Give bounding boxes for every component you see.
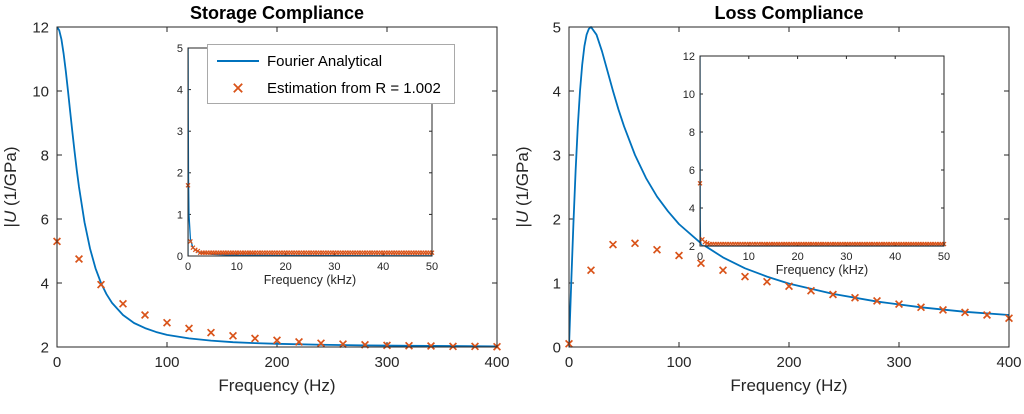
inset-axes-box: [699, 55, 945, 247]
y-tick-label: 10: [683, 89, 695, 101]
fourier-analytical-line: [57, 26, 498, 348]
y-tick-label: 0: [553, 339, 561, 356]
x-tick-label: 30: [840, 251, 852, 263]
x-tick-label: 30: [328, 261, 340, 273]
x-tick-label: 200: [264, 354, 289, 371]
legend-box: [207, 44, 455, 104]
x-tick-label: 300: [886, 354, 911, 371]
inset-x-axis-label: Frequency (kHz): [776, 263, 868, 277]
x-tick-label: 0: [185, 261, 191, 273]
x-tick-label: 10: [743, 251, 755, 263]
x-tick-label: 10: [231, 261, 243, 273]
y-tick-label: 4: [689, 203, 695, 215]
y-tick-label: 0: [177, 251, 183, 263]
y-tick-label: 4: [41, 275, 49, 292]
chart-title: Loss Compliance: [714, 3, 863, 23]
x-tick-label: 300: [374, 354, 399, 371]
inset-x-axis-label: Frequency (kHz): [264, 273, 356, 287]
y-tick-label: 8: [689, 127, 695, 139]
y-tick-label: 6: [689, 165, 695, 177]
y-tick-label: 2: [177, 168, 183, 180]
x-axis-label: Frequency (Hz): [730, 376, 847, 395]
axes-box: [56, 26, 498, 348]
x-axis-label: Frequency (Hz): [218, 376, 335, 395]
legend-label: Estimation from R = 1.002: [267, 80, 441, 97]
y-tick-label: 2: [689, 241, 695, 253]
legend: Fourier Analytical Estimation from R = 1.…: [207, 44, 455, 104]
x-tick-label: 0: [697, 251, 703, 263]
y-tick-label: 3: [553, 147, 561, 164]
y-tick-label: 12: [683, 51, 695, 63]
y-tick-label: 10: [32, 83, 49, 100]
y-axis-label: |U (1/GPa): [513, 147, 532, 228]
inset-background: [700, 56, 944, 246]
x-tick-label: 20: [791, 251, 803, 263]
y-tick-label: 4: [553, 83, 561, 100]
inset-plot: 0 10 20 30 40 50 2 4 6 8 10 12 Frequency (kHz): [683, 51, 950, 277]
y-tick-label: 5: [177, 43, 183, 55]
inset-frame: 0 10 20 30 40 50 2 4 6 8 10 12: [683, 51, 950, 263]
legend-x-marker-sample: [233, 83, 243, 93]
y-tick-label: 5: [553, 19, 561, 36]
y-tick-label: 3: [177, 126, 183, 138]
x-tick-label: 40: [889, 251, 901, 263]
x-tick-label: 400: [996, 354, 1021, 371]
x-tick-label: 50: [426, 261, 438, 273]
y-tick-label: 8: [41, 147, 49, 164]
legend-label: Fourier Analytical: [267, 53, 382, 70]
y-tick-label: 1: [177, 209, 183, 221]
x-tick-label: 40: [377, 261, 389, 273]
y-tick-label: 4: [177, 84, 183, 96]
x-tick-label: 0: [565, 354, 573, 371]
y-tick-label: 6: [41, 211, 49, 228]
y-tick-label: 2: [41, 339, 49, 356]
x-tick-label: 50: [938, 251, 950, 263]
x-tick-label: 200: [776, 354, 801, 371]
chart-title: Storage Compliance: [190, 3, 364, 23]
fourier-analytical-line: [569, 26, 1010, 348]
y-tick-label: 12: [32, 19, 49, 36]
x-tick-label: 100: [154, 354, 179, 371]
x-tick-label: 100: [666, 354, 691, 371]
x-tick-label: 400: [484, 354, 509, 371]
x-tick-label: 20: [279, 261, 291, 273]
y-tick-label: 2: [553, 211, 561, 228]
y-tick-label: 1: [553, 275, 561, 292]
x-tick-label: 0: [53, 354, 61, 371]
axes-box: [568, 26, 1010, 348]
y-axis-label: |U (1/GPa): [1, 147, 20, 228]
